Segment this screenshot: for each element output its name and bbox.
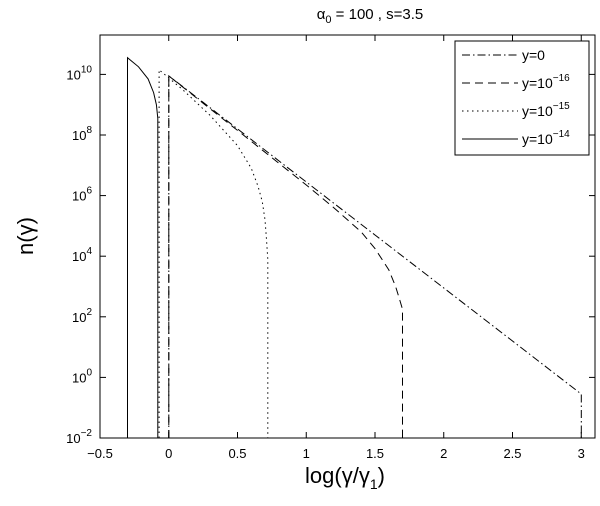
y-tick-label: 104 (72, 246, 92, 264)
x-tick-label: 3 (578, 446, 585, 461)
x-tick-label: 1 (303, 446, 310, 461)
x-tick-label: 0 (165, 446, 172, 461)
series-line-3 (127, 56, 159, 438)
legend: y=0 y=10−16 y=10−15 y=10−14 (454, 40, 590, 156)
x-tick-label: 2 (440, 446, 447, 461)
legend-label-0: y=0 (522, 47, 545, 63)
x-tick-label: 1.5 (366, 446, 384, 461)
x-tick-label: 2.5 (503, 446, 521, 461)
y-tick-label: 10−2 (66, 428, 92, 446)
y-tick-label: 100 (72, 367, 92, 385)
x-tick-label: 0.5 (228, 446, 246, 461)
legend-box (454, 40, 590, 156)
legend-label-2: y=10−15 (522, 101, 570, 119)
x-axis-label: log(γ/γ1) (305, 463, 385, 492)
ticks-layer: −0.5 0 0.5 1 1.5 2 2.5 3 10−2 100 102 104 106 108 1010 (66, 35, 595, 461)
legend-label-3: y=10−14 (522, 129, 570, 147)
series-line-1 (168, 74, 403, 438)
legend-label-1: y=10−16 (522, 73, 570, 91)
y-tick-label: 1010 (66, 64, 92, 82)
y-tick-label: 102 (72, 307, 92, 325)
y-tick-label: 108 (72, 125, 92, 143)
y-tick-label: 106 (72, 186, 92, 204)
chart-title: α0 = 100 , s=3.5 (317, 6, 424, 26)
x-tick-label: −0.5 (87, 446, 113, 461)
y-axis-label: n(γ) (13, 217, 38, 255)
series-layer (127, 56, 582, 438)
